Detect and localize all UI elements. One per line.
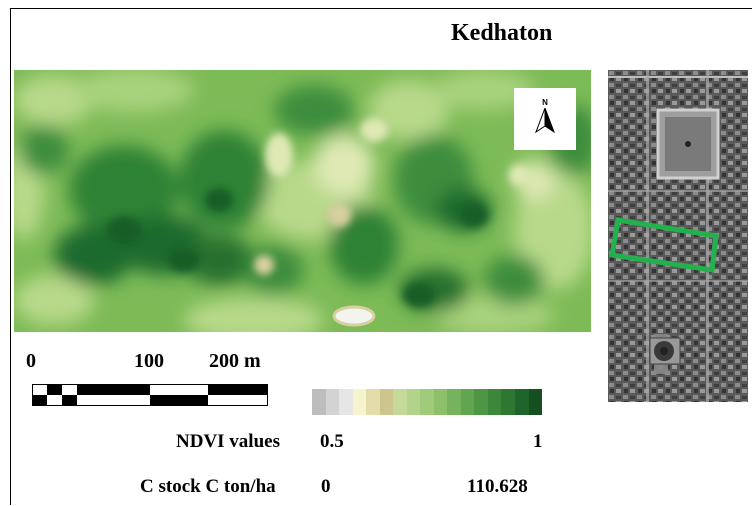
ndvi-min-label: 0.5: [320, 431, 344, 452]
map-frame: [10, 8, 752, 505]
legend-swatch: [487, 389, 502, 415]
scale-label-200m: 200 m: [209, 350, 261, 372]
scale-label-100: 100: [134, 350, 164, 372]
legend-swatch: [312, 389, 326, 415]
carbon-stock-label: C stock C ton/ha: [140, 476, 276, 497]
legend-swatch: [406, 389, 421, 415]
legend-swatch: [325, 389, 340, 415]
carbon-max-label: 110.628: [467, 476, 528, 497]
legend-swatch: [474, 389, 488, 415]
scale-bar: [32, 384, 268, 406]
legend-swatch: [339, 389, 353, 415]
north-label: N: [542, 98, 548, 107]
scale-label-0: 0: [26, 350, 36, 372]
ndvi-color-legend: [312, 389, 543, 415]
ndvi-values-label: NDVI values: [176, 431, 280, 452]
legend-swatch: [420, 389, 434, 415]
ndvi-max-label: 1: [533, 431, 543, 452]
north-arrow-box: N: [514, 88, 576, 150]
legend-swatch: [460, 389, 475, 415]
legend-swatch: [433, 389, 448, 415]
legend-swatch: [501, 389, 515, 415]
legend-swatch: [393, 389, 407, 415]
legend-swatch: [514, 389, 529, 415]
carbon-min-label: 0: [321, 476, 331, 497]
legend-swatch: [379, 389, 394, 415]
ndvi-map: N: [14, 70, 591, 332]
locator-satellite-map: [608, 70, 748, 402]
legend-swatch: [352, 389, 367, 415]
north-arrow-icon: [534, 107, 556, 134]
legend-swatch: [366, 389, 380, 415]
map-title: Kedhaton: [451, 20, 553, 46]
study-area-highlight: [609, 217, 719, 273]
legend-swatch: [447, 389, 461, 415]
legend-swatch: [528, 389, 543, 415]
